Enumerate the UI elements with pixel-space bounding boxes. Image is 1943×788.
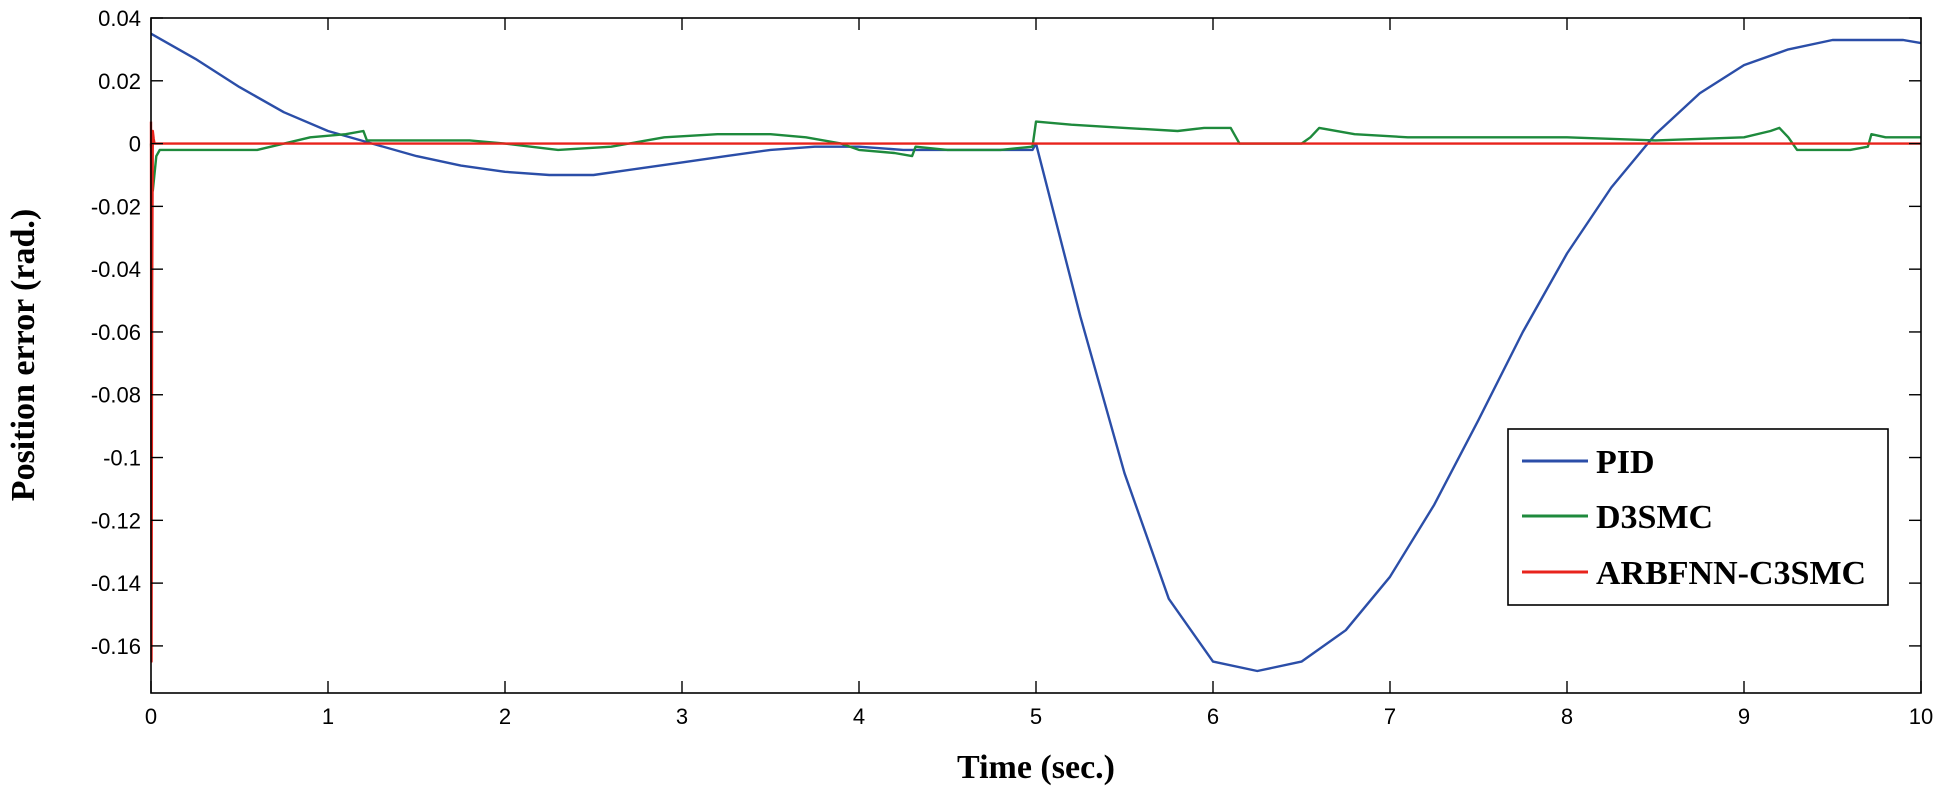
y-tick-label: -0.04 bbox=[91, 257, 141, 282]
y-tick-label: -0.06 bbox=[91, 320, 141, 345]
x-tick-label: 4 bbox=[853, 704, 865, 729]
x-axis-ticks: 0 1 2 3 4 5 6 7 8 9 10 bbox=[145, 18, 1933, 729]
x-tick-label: 7 bbox=[1384, 704, 1396, 729]
series-layer bbox=[149, 32, 1922, 673]
x-tick-label: 2 bbox=[499, 704, 511, 729]
y-axis-title: Position error (rad.) bbox=[5, 209, 42, 501]
y-tick-label: -0.16 bbox=[91, 634, 141, 659]
y-tick-label: -0.14 bbox=[91, 571, 141, 596]
y-tick-label: -0.08 bbox=[91, 383, 141, 408]
x-tick-label: 3 bbox=[676, 704, 688, 729]
legend-label-pid: PID bbox=[1596, 444, 1655, 481]
legend-label-arbfnn-c3smc: ARBFNN-C3SMC bbox=[1596, 555, 1866, 592]
x-tick-label: 1 bbox=[322, 704, 334, 729]
x-tick-label: 10 bbox=[1909, 704, 1933, 729]
y-tick-label: -0.1 bbox=[103, 446, 141, 471]
x-tick-label: 8 bbox=[1561, 704, 1573, 729]
y-tick-label: 0 bbox=[129, 132, 141, 157]
x-tick-label: 5 bbox=[1030, 704, 1042, 729]
x-tick-label: 9 bbox=[1738, 704, 1750, 729]
series-line-arbfnn-c3smc bbox=[149, 121, 1921, 663]
legend: PID D3SMC ARBFNN-C3SMC bbox=[1507, 428, 1889, 606]
y-tick-label: -0.12 bbox=[91, 508, 141, 533]
y-tick-label: -0.02 bbox=[91, 194, 141, 219]
x-tick-label: 0 bbox=[145, 704, 157, 729]
series-line-d3smc bbox=[149, 120, 1921, 192]
legend-label-d3smc: D3SMC bbox=[1596, 499, 1713, 536]
y-tick-label: 0.04 bbox=[98, 6, 141, 31]
x-tick-label: 6 bbox=[1207, 704, 1219, 729]
x-axis-title: Time (sec.) bbox=[957, 749, 1115, 786]
y-axis-ticks: 0.04 0.02 0 -0.02 -0.04 -0.06 -0.08 -0.1 -0.12 -0… bbox=[91, 6, 1921, 659]
y-tick-label: 0.02 bbox=[98, 69, 141, 94]
